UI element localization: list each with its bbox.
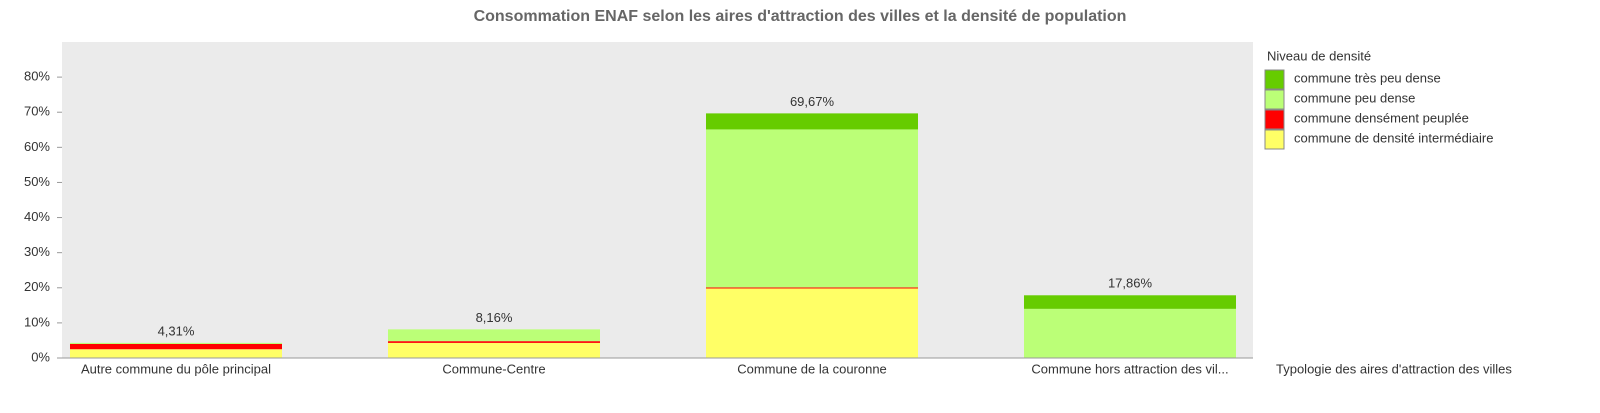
legend-swatch <box>1264 129 1285 150</box>
y-tick-label: 10% <box>24 314 50 329</box>
legend-swatch <box>1264 69 1285 90</box>
total-label: 4,31% <box>158 323 195 338</box>
bar-segment <box>706 288 918 358</box>
bar-segment <box>706 113 918 130</box>
y-tick-label: 30% <box>24 244 50 259</box>
y-tick-label: 40% <box>24 209 50 224</box>
legend-swatch <box>1264 109 1285 130</box>
bar-segment <box>70 343 282 350</box>
bar-segment <box>1024 295 1236 309</box>
legend-swatch <box>1264 89 1285 110</box>
legend-label: commune de densité intermédiaire <box>1294 130 1493 145</box>
y-tick-label: 70% <box>24 104 50 119</box>
x-tick-label: Commune-Centre <box>442 361 545 376</box>
legend-label: commune peu dense <box>1294 90 1415 105</box>
y-tick-label: 50% <box>24 174 50 189</box>
x-tick-label: Commune hors attraction des vil... <box>1031 361 1228 376</box>
x-tick-label: Autre commune du pôle principal <box>81 361 271 376</box>
total-label: 69,67% <box>790 94 835 109</box>
y-tick-label: 80% <box>24 69 50 84</box>
total-label: 8,16% <box>476 310 513 325</box>
x-axis-title: Typologie des aires d'attraction des vil… <box>1276 361 1512 376</box>
bar-segment <box>388 329 600 342</box>
x-tick-label: Commune de la couronne <box>737 361 887 376</box>
bar-segment <box>70 342 282 344</box>
bar-segment <box>706 287 918 289</box>
y-tick-label: 0% <box>31 349 50 364</box>
legend-title: Niveau de densité <box>1267 48 1371 63</box>
bar-segment <box>70 349 282 358</box>
chart-title: Consommation ENAF selon les aires d'attr… <box>474 8 1127 25</box>
y-tick-label: 60% <box>24 139 50 154</box>
bar-segment <box>388 342 600 358</box>
y-tick-label: 20% <box>24 279 50 294</box>
bar-segment <box>388 341 600 343</box>
bar-segment <box>706 129 918 288</box>
total-label: 17,86% <box>1108 276 1153 291</box>
bar-segment <box>1024 308 1236 358</box>
legend-label: commune très peu dense <box>1294 70 1441 85</box>
legend-label: commune densément peuplée <box>1294 110 1469 125</box>
